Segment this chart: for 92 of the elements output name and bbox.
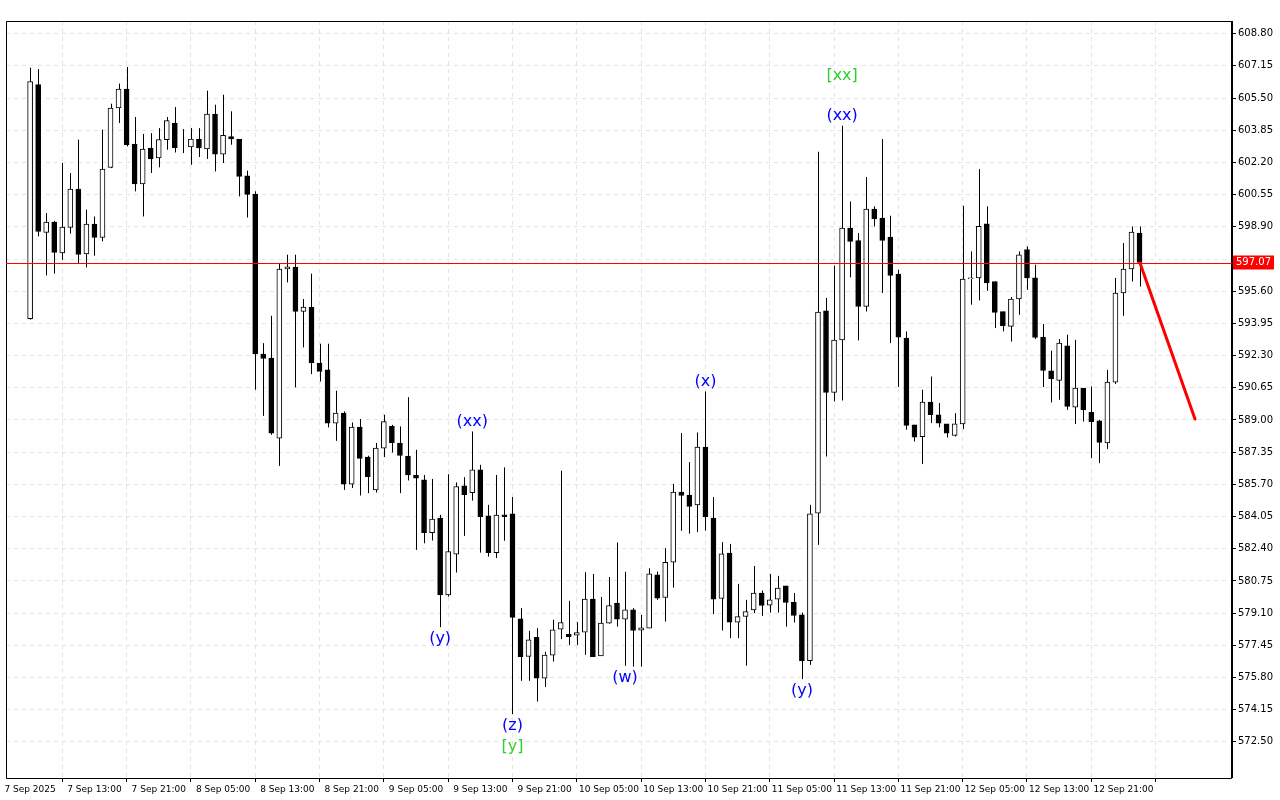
x-tick-label: 9 Sep 13:00 xyxy=(453,783,508,794)
y-tick-label: 607.15 xyxy=(1238,59,1273,71)
annotation: (w) xyxy=(612,666,638,686)
annotation: (y) xyxy=(429,628,452,648)
y-tick-label: 593.95 xyxy=(1238,317,1273,328)
x-tick-label: 10 Sep 05:00 xyxy=(578,783,640,794)
candlestick xyxy=(163,116,170,151)
candlestick xyxy=(847,200,853,278)
ref-line-label: 597.07 xyxy=(1236,256,1271,268)
y-tick-label: 582.40 xyxy=(1238,542,1273,554)
candlestick xyxy=(228,110,234,146)
x-tick-label: 8 Sep 05:00 xyxy=(195,783,251,794)
candlestick xyxy=(220,94,226,164)
candlestick xyxy=(758,590,765,617)
candlestick xyxy=(501,466,508,542)
x-tick-label: 10 Sep 13:00 xyxy=(643,783,704,794)
candlestick xyxy=(557,470,564,640)
y-tick-label: 589.00 xyxy=(1238,413,1273,425)
annotation: (xx) xyxy=(456,410,488,430)
y-tick-label: 584.05 xyxy=(1238,510,1273,522)
candlestick xyxy=(461,476,468,537)
candlestick xyxy=(742,599,749,667)
y-tick-label: 572.50 xyxy=(1238,735,1273,747)
x-tick-label: 12 Sep 21:00 xyxy=(1093,783,1154,794)
y-tick-label: 603.85 xyxy=(1238,123,1273,135)
candlestick xyxy=(630,607,636,668)
candlestick xyxy=(606,576,612,625)
candlestick xyxy=(678,432,685,532)
candlestick xyxy=(654,571,661,601)
y-tick-label: 577.45 xyxy=(1238,638,1273,650)
candlestick xyxy=(638,614,644,668)
candlestick xyxy=(364,455,371,494)
y-tick-label: 580.75 xyxy=(1238,574,1273,586)
candlestick xyxy=(565,600,572,646)
x-tick-label: 11 Sep 21:00 xyxy=(900,783,961,794)
x-tick-label: 8 Sep 21:00 xyxy=(324,783,380,794)
candlestick xyxy=(429,478,435,542)
annotation: (z) xyxy=(502,715,523,735)
y-tick-label: 608.80 xyxy=(1238,27,1273,39)
candlestick xyxy=(469,431,476,502)
candlestick xyxy=(43,212,50,276)
x-tick-label: 7 Sep 13:00 xyxy=(67,783,122,794)
x-tick-label: 11 Sep 13:00 xyxy=(836,783,897,794)
candlestick xyxy=(614,542,620,628)
annotation: [y] xyxy=(501,736,524,756)
candlestick xyxy=(155,127,162,168)
candlestick xyxy=(782,585,789,628)
x-tick-label: 7 Sep 2025 xyxy=(4,783,56,794)
candlestick xyxy=(389,424,395,454)
y-tick-label: 574.15 xyxy=(1238,703,1273,715)
x-tick-label: 12 Sep 13:00 xyxy=(1029,783,1090,794)
y-tick-label: 595.60 xyxy=(1238,284,1273,296)
candlestick xyxy=(1080,387,1087,423)
x-tick-label: 8 Sep 13:00 xyxy=(260,783,315,794)
candlestick xyxy=(774,575,781,614)
candlestick xyxy=(1088,385,1095,459)
y-tick-label: 575.80 xyxy=(1238,671,1273,683)
annotation: (xx) xyxy=(826,104,858,124)
candlestick xyxy=(172,106,178,153)
candlestick xyxy=(147,132,154,174)
x-tick-label: 11 Sep 05:00 xyxy=(771,783,833,794)
candlestick xyxy=(196,127,202,158)
y-tick-label: 600.55 xyxy=(1238,188,1273,200)
x-tick-label: 9 Sep 21:00 xyxy=(517,783,573,794)
candlestick xyxy=(879,138,886,294)
annotation: (y) xyxy=(790,680,813,700)
candlestick xyxy=(1072,339,1079,425)
candlestick xyxy=(573,621,580,646)
y-tick-label: 587.35 xyxy=(1238,445,1273,457)
y-tick-label: 605.50 xyxy=(1238,91,1273,103)
y-tick-label: 590.65 xyxy=(1238,381,1273,393)
candlestick xyxy=(871,205,878,227)
candlestick xyxy=(622,571,628,667)
candlestick xyxy=(260,342,267,417)
x-tick-label: 10 Sep 21:00 xyxy=(707,783,768,794)
annotation: (x) xyxy=(694,370,717,390)
y-tick-label: 585.70 xyxy=(1238,477,1273,489)
candlestick xyxy=(244,170,251,218)
annotation: [xx] xyxy=(826,64,858,84)
candlestick xyxy=(188,127,194,166)
y-tick-label: 598.90 xyxy=(1238,220,1273,232)
candlestick xyxy=(967,250,974,306)
x-tick-label: 9 Sep 05:00 xyxy=(388,783,444,794)
y-tick-label: 579.10 xyxy=(1238,606,1273,618)
candlestick xyxy=(791,592,797,623)
x-tick-label: 12 Sep 05:00 xyxy=(964,783,1026,794)
candlestick xyxy=(397,425,403,494)
y-tick-label: 602.20 xyxy=(1238,156,1273,168)
candlestick xyxy=(1048,350,1054,403)
x-tick-label: 7 Sep 21:00 xyxy=(131,783,187,794)
candlestick xyxy=(405,396,411,481)
y-tick-label: 592.30 xyxy=(1238,349,1273,361)
